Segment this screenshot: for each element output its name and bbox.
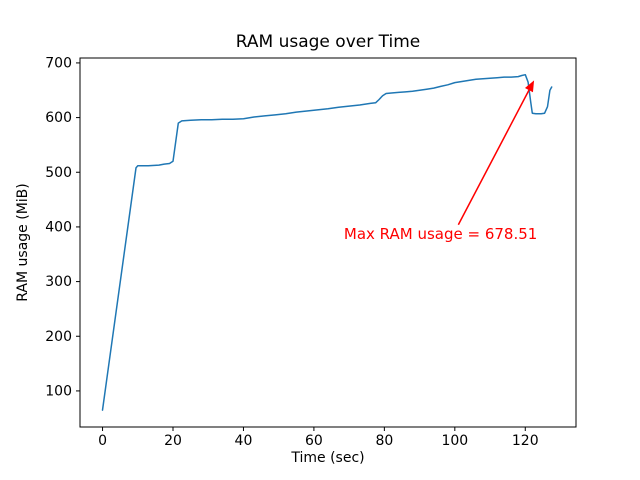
plot-layer: 0 20 40 60 80 100 120 100 200 300 400 500 600 700 xyxy=(45,55,577,449)
ram-usage-line xyxy=(101,73,553,411)
y-tick-label: 700 xyxy=(45,55,72,71)
x-axis-label: Time (sec) xyxy=(290,450,364,466)
plot-border xyxy=(79,57,577,428)
annotation-arrow-head xyxy=(524,80,535,93)
y-tick-label: 300 xyxy=(45,274,72,290)
y-axis-label: RAM usage (MiB) xyxy=(15,183,31,301)
x-tick-label: 100 xyxy=(441,433,468,449)
y-tick-label: 600 xyxy=(45,110,72,126)
x-tick-label: 0 xyxy=(98,433,107,449)
max-ram-annotation-text: Max RAM usage = 678.51 xyxy=(344,225,537,243)
plot-background xyxy=(80,58,576,427)
chart-title: RAM usage over Time xyxy=(236,32,420,52)
y-tick-label: 100 xyxy=(45,383,72,399)
y-tick-label: 500 xyxy=(45,165,72,181)
y-tick-label: 400 xyxy=(45,219,72,235)
x-tick-label: 20 xyxy=(164,433,182,449)
x-tick-label: 80 xyxy=(375,433,393,449)
annotation-arrow-line xyxy=(457,89,530,226)
y-tick-label: 200 xyxy=(45,329,72,345)
x-tick-label: 40 xyxy=(235,433,253,449)
x-tick-label: 60 xyxy=(305,433,323,449)
x-tick-label: 120 xyxy=(512,433,539,449)
